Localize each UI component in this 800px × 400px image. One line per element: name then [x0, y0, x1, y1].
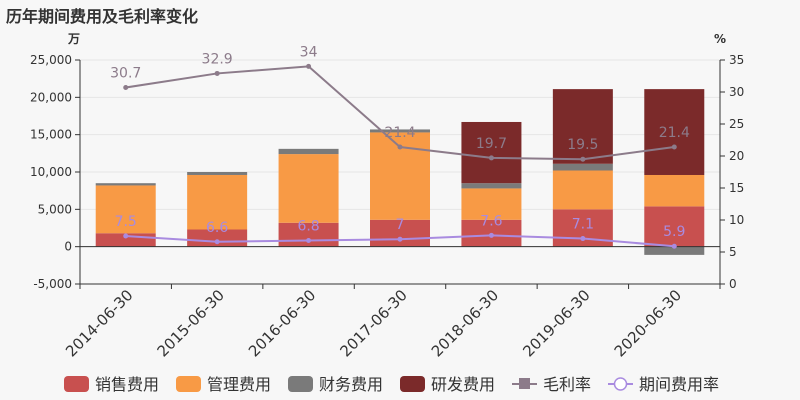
- bar-财务费用-2018-06-30: [461, 183, 522, 189]
- bar-销售费用-2020-06-30: [644, 206, 705, 247]
- left-tick-label: 25,000: [30, 53, 72, 67]
- left-tick-label: 20,000: [30, 90, 72, 104]
- legend-label-销售费用: 销售费用: [95, 375, 159, 394]
- legend-label-毛利率: 毛利率: [543, 375, 591, 394]
- bar-管理费用-2020-06-30: [644, 174, 705, 207]
- legend-label-研发费用: 研发费用: [431, 375, 495, 394]
- point-毛利率-2018-06-30: [488, 155, 494, 161]
- right-tick-label: 5: [729, 245, 737, 259]
- legend-swatch-销售费用: [64, 376, 89, 392]
- right-tick-label: 20: [729, 149, 744, 163]
- legend-swatch-财务费用: [288, 376, 313, 392]
- label-毛利率-2020-06-30: 21.4: [659, 125, 690, 141]
- point-期间费用率-2020-06-30: [671, 243, 677, 249]
- x-tick-label: 2020-06-30: [611, 286, 685, 360]
- x-tick-label: 2017-06-30: [336, 286, 410, 360]
- point-期间费用率-2017-06-30: [397, 236, 403, 242]
- label-期间费用率-2017-06-30: 7: [396, 217, 405, 233]
- right-axis-unit: %: [714, 32, 726, 46]
- legend-marker-毛利率: [519, 378, 530, 389]
- point-毛利率-2016-06-30: [306, 63, 312, 69]
- point-毛利率-2017-06-30: [397, 144, 403, 150]
- bar-财务费用-2016-06-30: [278, 148, 339, 155]
- point-毛利率-2015-06-30: [214, 70, 220, 76]
- label-期间费用率-2018-06-30: 7.6: [480, 213, 502, 229]
- right-tick-label: 30: [729, 85, 744, 99]
- legend-marker-期间费用率: [613, 377, 628, 391]
- bar-管理费用-2015-06-30: [187, 174, 248, 230]
- x-tick-label: 2015-06-30: [154, 286, 228, 360]
- label-期间费用率-2019-06-30: 7.1: [572, 217, 594, 233]
- legend-label-财务费用: 财务费用: [319, 375, 383, 394]
- point-毛利率-2014-06-30: [123, 85, 129, 91]
- bar-销售费用-2017-06-30: [370, 219, 430, 247]
- left-tick-label: 15,000: [30, 128, 72, 142]
- point-毛利率-2019-06-30: [580, 156, 586, 162]
- label-期间费用率-2015-06-30: 6.6: [206, 220, 228, 236]
- label-毛利率-2015-06-30: 32.9: [202, 51, 233, 67]
- legend-swatch-研发费用: [400, 376, 425, 392]
- point-期间费用率-2019-06-30: [580, 236, 586, 242]
- label-毛利率-2016-06-30: 34: [300, 44, 318, 60]
- right-tick-label: 0: [729, 277, 737, 291]
- label-毛利率-2017-06-30: 21.4: [384, 125, 415, 141]
- x-tick-label: 2019-06-30: [519, 286, 593, 360]
- legend-label-期间费用率: 期间费用率: [639, 375, 719, 394]
- point-期间费用率-2015-06-30: [214, 239, 220, 245]
- right-tick-label: 35: [729, 53, 744, 67]
- x-tick-label: 2014-06-30: [62, 286, 136, 360]
- label-毛利率-2014-06-30: 30.7: [110, 66, 141, 82]
- legend-swatch-管理费用: [176, 376, 201, 392]
- bar-财务费用-2015-06-30: [187, 172, 248, 175]
- label-毛利率-2018-06-30: 19.7: [476, 136, 507, 152]
- x-tick-label: 2016-06-30: [245, 286, 319, 360]
- bar-管理费用-2019-06-30: [552, 170, 613, 210]
- bar-研发费用-2019-06-30: [552, 89, 613, 164]
- x-tick-label: 2018-06-30: [428, 286, 502, 360]
- left-tick-label: -5,000: [33, 277, 72, 291]
- bar-研发费用-2018-06-30: [461, 121, 522, 184]
- left-tick-label: 10,000: [30, 165, 72, 179]
- label-期间费用率-2014-06-30: 7.5: [115, 214, 137, 230]
- bar-研发费用-2020-06-30: [644, 89, 705, 175]
- bar-财务费用-2017-06-30: [370, 129, 430, 133]
- bar-财务费用-2019-06-30: [552, 163, 613, 171]
- bar-管理费用-2016-06-30: [278, 154, 339, 223]
- label-期间费用率-2016-06-30: 6.8: [297, 218, 319, 234]
- left-tick-label: 5,000: [38, 202, 72, 216]
- point-毛利率-2020-06-30: [671, 144, 677, 150]
- point-期间费用率-2014-06-30: [123, 233, 129, 239]
- bar-财务费用-2020-06-30: [644, 246, 705, 255]
- point-期间费用率-2016-06-30: [306, 237, 312, 243]
- right-tick-label: 10: [729, 213, 744, 227]
- point-期间费用率-2018-06-30: [488, 232, 494, 238]
- legend-label-管理费用: 管理费用: [207, 375, 271, 394]
- left-axis-unit: 万: [67, 32, 80, 46]
- bar-管理费用-2014-06-30: [95, 185, 156, 234]
- bar-管理费用-2018-06-30: [461, 188, 522, 220]
- chart-title: 历年期间费用及毛利率变化: [6, 7, 199, 26]
- label-期间费用率-2020-06-30: 5.9: [663, 224, 685, 240]
- bar-财务费用-2014-06-30: [95, 183, 156, 186]
- right-tick-label: 15: [729, 181, 744, 195]
- left-tick-label: 0: [64, 240, 72, 254]
- label-毛利率-2019-06-30: 19.5: [567, 137, 598, 153]
- right-tick-label: 25: [729, 117, 744, 131]
